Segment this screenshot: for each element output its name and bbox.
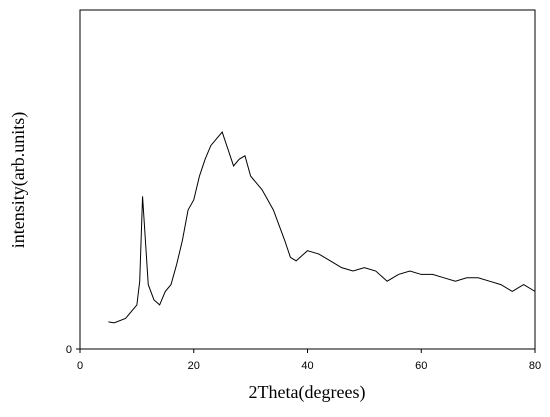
data-line	[108, 131, 536, 324]
x-tick-label: 20	[188, 360, 200, 372]
plot-frame	[79, 9, 536, 350]
x-tick-label: 40	[301, 360, 313, 372]
x-tick-label: 80	[529, 360, 541, 372]
y-tick-label: 0	[66, 344, 72, 356]
x-tick-label: 0	[77, 360, 83, 372]
y-axis-label: intensity(arb.units)	[8, 112, 29, 248]
x-axis-label: 2Theta(degrees)	[249, 382, 366, 403]
x-tick-label: 60	[415, 360, 427, 372]
